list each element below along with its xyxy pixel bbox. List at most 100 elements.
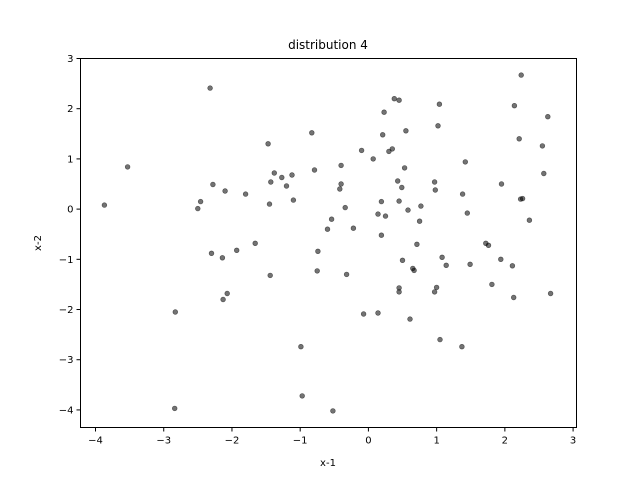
x-tick-label: −4 — [88, 436, 103, 447]
y-tick-label: −4 — [59, 405, 74, 416]
data-point-59 — [399, 257, 406, 263]
data-point-61 — [403, 128, 409, 134]
x-tick-label: 2 — [502, 436, 508, 447]
data-point-41 — [360, 311, 367, 317]
data-point-11 — [220, 296, 226, 303]
data-point-0 — [101, 202, 108, 208]
data-point-23 — [290, 197, 297, 203]
points-layer — [101, 72, 554, 414]
data-point-88 — [509, 263, 516, 269]
data-point-68 — [418, 203, 424, 209]
data-point-58 — [399, 184, 405, 191]
data-point-73 — [435, 123, 441, 129]
data-point-25 — [298, 344, 304, 350]
data-point-94 — [519, 195, 526, 202]
data-point-95 — [526, 217, 533, 223]
data-point-19 — [271, 170, 277, 176]
data-point-28 — [311, 167, 318, 173]
data-point-87 — [498, 181, 505, 187]
data-point-67 — [416, 218, 423, 224]
data-point-97 — [541, 170, 547, 177]
data-point-32 — [328, 216, 335, 222]
data-point-42 — [370, 156, 376, 162]
data-point-79 — [459, 191, 466, 197]
data-point-7 — [195, 205, 201, 212]
data-point-65 — [411, 267, 417, 274]
data-point-34 — [337, 186, 343, 192]
data-point-48 — [381, 109, 387, 115]
x-tick-label: 1 — [433, 436, 439, 447]
data-point-72 — [433, 284, 440, 291]
data-point-70 — [431, 179, 438, 185]
y-axis: −4 −3 −2 −1 0 1 2 3 — [59, 54, 81, 416]
data-point-85 — [489, 281, 495, 288]
data-point-81 — [464, 210, 470, 216]
x-tick-label: 0 — [365, 436, 371, 447]
data-point-53 — [395, 178, 401, 184]
data-point-24 — [267, 272, 273, 279]
data-point-52 — [391, 95, 397, 102]
data-point-33 — [330, 408, 336, 414]
y-tick-label: −2 — [59, 305, 74, 316]
data-point-15 — [252, 240, 258, 247]
chart-title: distribution 4 — [288, 38, 368, 52]
data-point-54 — [396, 198, 402, 204]
data-point-99 — [547, 290, 554, 297]
data-point-27 — [309, 130, 315, 136]
data-point-10 — [222, 188, 228, 194]
x-axis: −4 −3 −2 −1 0 1 2 3 — [88, 427, 576, 447]
data-point-49 — [382, 213, 389, 219]
data-point-96 — [539, 143, 546, 149]
data-point-22 — [289, 172, 295, 178]
data-point-69 — [431, 289, 438, 295]
data-point-74 — [436, 101, 443, 107]
data-point-82 — [467, 261, 473, 267]
data-point-35 — [338, 181, 344, 187]
data-point-63 — [407, 316, 413, 322]
data-point-60 — [401, 165, 408, 171]
y-tick-label: 0 — [67, 205, 73, 216]
data-point-37 — [342, 204, 348, 211]
data-point-76 — [439, 254, 445, 260]
data-point-40 — [358, 147, 365, 154]
data-point-80 — [462, 159, 468, 165]
data-point-18 — [268, 179, 274, 185]
data-point-9 — [219, 255, 226, 261]
data-point-20 — [279, 174, 285, 181]
data-point-39 — [350, 225, 357, 231]
data-point-30 — [314, 268, 320, 274]
x-tick-label: −3 — [156, 436, 171, 447]
data-point-43 — [375, 211, 381, 217]
data-point-44 — [375, 310, 381, 316]
data-point-6 — [208, 250, 215, 257]
data-point-57 — [396, 285, 402, 291]
data-point-4 — [207, 85, 213, 91]
data-point-55 — [396, 97, 402, 103]
data-point-14 — [242, 191, 249, 197]
x-tick-label: 3 — [570, 436, 576, 447]
y-tick-label: −1 — [59, 255, 74, 266]
data-point-47 — [380, 132, 386, 138]
data-point-36 — [338, 162, 344, 169]
y-tick-label: 1 — [67, 154, 73, 165]
data-point-5 — [210, 181, 216, 188]
data-point-89 — [511, 102, 518, 109]
data-point-31 — [324, 226, 331, 232]
data-point-51 — [389, 146, 395, 152]
data-point-21 — [283, 183, 290, 189]
data-point-26 — [299, 393, 305, 399]
data-point-90 — [511, 294, 517, 301]
x-tick-label: −1 — [293, 436, 308, 447]
data-point-1 — [124, 164, 131, 170]
data-point-45 — [378, 198, 385, 205]
data-point-3 — [172, 405, 178, 412]
y-tick-label: 2 — [67, 104, 73, 115]
data-point-8 — [197, 198, 204, 205]
data-point-91 — [516, 136, 522, 142]
data-point-93 — [518, 72, 524, 78]
data-point-38 — [343, 271, 350, 278]
data-point-46 — [378, 232, 385, 238]
data-point-13 — [234, 247, 240, 254]
x-tick-label: −2 — [225, 436, 240, 447]
